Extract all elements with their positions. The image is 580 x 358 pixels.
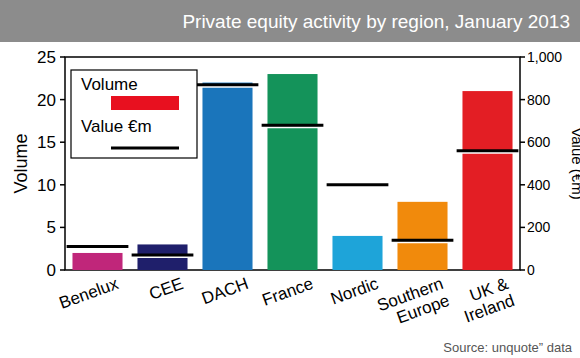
bar	[332, 236, 382, 270]
y-tick	[60, 184, 65, 186]
bar	[462, 91, 512, 270]
legend-label: Value €m	[81, 117, 152, 136]
value-marker-shadow	[67, 248, 129, 250]
value-marker-line	[67, 245, 129, 248]
legend-swatch	[111, 96, 179, 110]
y-tick	[60, 141, 65, 143]
value-marker-line	[327, 183, 389, 186]
value-marker-shadow	[132, 256, 194, 258]
value-marker-shadow	[392, 241, 454, 243]
legend-label: Volume	[81, 75, 138, 94]
chart-container: Private equity activity by region, Janua…	[0, 0, 580, 358]
y-axis-label: Volume	[11, 133, 31, 193]
y-tick-label: 20	[37, 91, 56, 110]
chart-svg: Private equity activity by region, Janua…	[0, 0, 580, 358]
x-tick-label-line: Europe	[394, 291, 452, 328]
y-tick-label: 0	[47, 261, 56, 280]
value-marker-shadow	[457, 152, 519, 154]
y-tick-label: 10	[37, 176, 56, 195]
y-tick	[60, 269, 65, 271]
value-marker	[327, 185, 389, 187]
y-tick	[60, 227, 65, 229]
y2-tick-label: 400	[527, 177, 551, 193]
y2-tick	[520, 184, 525, 186]
x-tick-label: France	[260, 274, 316, 310]
bar	[267, 74, 317, 270]
y2-tick-label: 0	[527, 262, 535, 278]
y2-tick	[520, 141, 525, 143]
y2-tick	[520, 99, 525, 101]
source-note: Source: unquote” data	[443, 340, 572, 355]
bar	[72, 253, 122, 270]
value-marker	[457, 151, 519, 153]
x-tick-label: Nordic	[328, 274, 381, 309]
plot-marks	[67, 74, 519, 270]
bar	[397, 202, 447, 270]
y2-tick	[520, 269, 525, 271]
x-tick-label: UK &Ireland	[456, 274, 518, 327]
value-marker	[132, 255, 194, 257]
value-marker-shadow	[327, 186, 389, 188]
value-marker-line	[197, 83, 259, 86]
value-marker-line	[262, 124, 324, 127]
y-tick	[60, 56, 65, 58]
y-tick	[60, 99, 65, 101]
legend: Volume Value €m	[71, 70, 197, 158]
value-marker	[67, 247, 129, 249]
x-tick-label-line: Ireland	[462, 291, 517, 327]
x-tick-label: Benelux	[57, 274, 122, 313]
value-marker-line	[392, 239, 454, 242]
header-band	[0, 0, 580, 42]
value-marker-line	[132, 254, 194, 257]
plot-frame	[65, 57, 520, 270]
value-marker	[262, 125, 324, 127]
bar	[202, 83, 252, 270]
title: Private equity activity by region, Janua…	[182, 11, 570, 32]
value-marker-line	[457, 149, 519, 152]
y2-tick	[520, 227, 525, 229]
y-tick-label: 5	[47, 218, 56, 237]
x-tick-label: SouthernEurope	[375, 274, 452, 332]
y2-tick	[520, 56, 525, 58]
y2-axis-label: Value (€m)	[569, 127, 580, 199]
x-tick-label: DACH	[199, 274, 251, 308]
y2-tick-label: 800	[527, 92, 551, 108]
value-marker-shadow	[262, 126, 324, 128]
y2-tick-label: 1,000	[527, 49, 562, 65]
y-tick-label: 25	[37, 48, 56, 67]
y-tick-label: 15	[37, 133, 56, 152]
value-marker	[392, 240, 454, 242]
y2-tick-label: 200	[527, 219, 551, 235]
y2-tick-label: 600	[527, 134, 551, 150]
x-tick-label: CEE	[147, 274, 186, 304]
value-marker-shadow	[197, 86, 259, 88]
legend-box	[71, 70, 197, 158]
value-marker	[197, 85, 259, 87]
legend-swatch	[111, 147, 179, 150]
